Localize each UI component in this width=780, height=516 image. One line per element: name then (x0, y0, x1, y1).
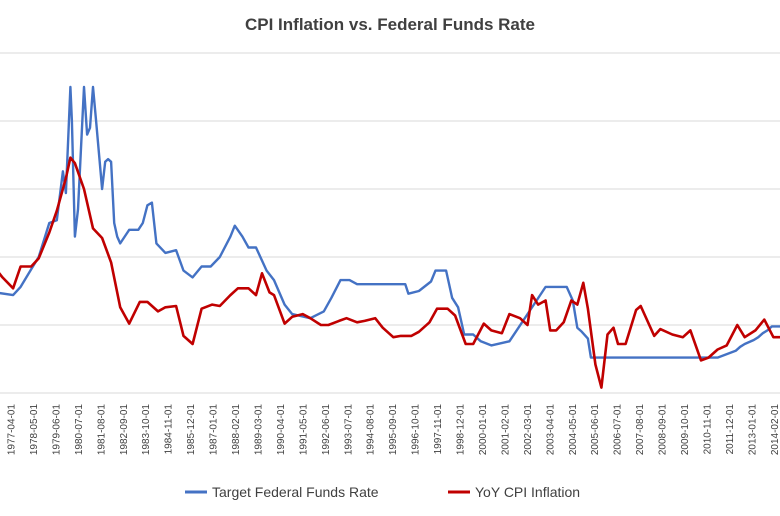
x-tick-label: 1984-11-01 (164, 404, 175, 455)
gridlines (0, 52, 780, 394)
cpi-inflation-line (0, 156, 780, 389)
x-tick-label: 1980-07-01 (74, 404, 85, 456)
x-tick-label: 1981-08-01 (96, 404, 107, 456)
x-tick-label: 2007-08-01 (635, 404, 646, 456)
legend: Target Federal Funds Rate YoY CPI Inflati… (185, 484, 580, 500)
x-tick-label: 1983-10-01 (141, 404, 152, 456)
x-tick-label: 2005-06-01 (590, 404, 601, 456)
legend-label: Target Federal Funds Rate (212, 484, 379, 500)
x-tick-label: 1992-06-01 (321, 404, 332, 456)
x-tick-label: 1988-02-01 (231, 404, 242, 456)
x-tick-label: 1989-03-01 (253, 404, 264, 456)
x-axis-ticks: 1977-04-01 1978-05-01 1979-06-01 1980-07-01… (7, 404, 780, 456)
x-tick-label: 2009-10-01 (680, 404, 691, 456)
x-tick-label: 1978-05-01 (29, 404, 40, 456)
x-tick-label: 1995-09-01 (388, 404, 399, 456)
x-tick-label: 2001-02-01 (500, 404, 511, 456)
x-tick-label: 1997-11-01 (433, 404, 444, 455)
x-tick-label: 1994-08-01 (366, 404, 377, 456)
legend-label: YoY CPI Inflation (475, 484, 580, 500)
x-tick-label: 1982-09-01 (119, 404, 130, 456)
x-tick-label: 1993-07-01 (343, 404, 354, 456)
x-tick-label: 2008-09-01 (658, 404, 669, 456)
x-tick-label: 1991-05-01 (298, 404, 309, 456)
x-tick-label: 2014-02-01 (770, 404, 780, 456)
x-tick-label: 1996-10-01 (411, 404, 422, 456)
x-tick-label: 1987-01-01 (209, 404, 220, 456)
x-tick-label: 2003-04-01 (545, 404, 556, 456)
x-tick-label: 1998-12-01 (456, 404, 467, 456)
x-tick-label: 2002-03-01 (523, 404, 534, 456)
x-tick-label: 2004-05-01 (568, 404, 579, 456)
x-tick-label: 2000-01-01 (478, 404, 489, 456)
chart-title: CPI Inflation vs. Federal Funds Rate (245, 15, 535, 34)
x-tick-label: 2013-01-01 (747, 404, 758, 456)
x-tick-label: 2006-07-01 (613, 404, 624, 456)
x-tick-label: 1979-06-01 (51, 404, 62, 456)
x-tick-label: 1977-04-01 (7, 404, 18, 456)
x-tick-label: 2010-11-01 (702, 404, 713, 455)
x-tick-label: 2011-12-01 (725, 404, 736, 455)
series-lines (0, 85, 780, 389)
x-tick-label: 1990-04-01 (276, 404, 287, 456)
x-tick-label: 1985-12-01 (186, 404, 197, 456)
